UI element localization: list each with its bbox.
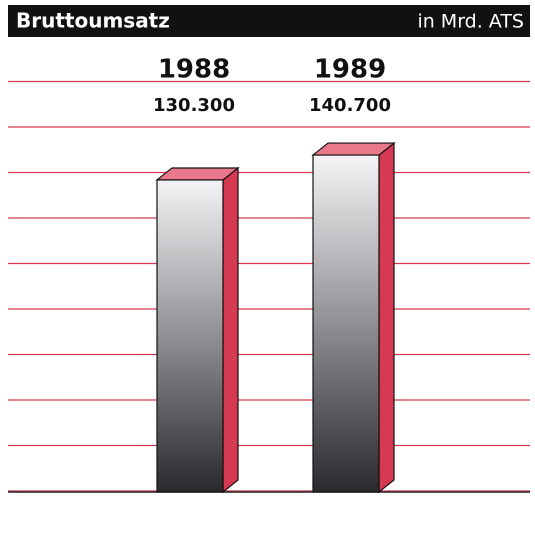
bar-front [312,154,380,493]
bar [155,166,240,494]
bar-side [222,166,239,494]
header-bar [8,5,530,37]
chart-subtitle: in Mrd. ATS [417,11,524,33]
category-label: 1988 [158,55,230,85]
category-label: 1989 [314,55,386,85]
bar-top [155,167,240,181]
chart-title: Bruttoumsatz [16,9,170,33]
value-label: 140.700 [309,95,391,116]
bar [311,141,396,494]
bar-side [378,141,395,494]
bar-top [311,142,396,156]
value-label: 130.300 [153,95,235,116]
bar-front [156,179,224,493]
